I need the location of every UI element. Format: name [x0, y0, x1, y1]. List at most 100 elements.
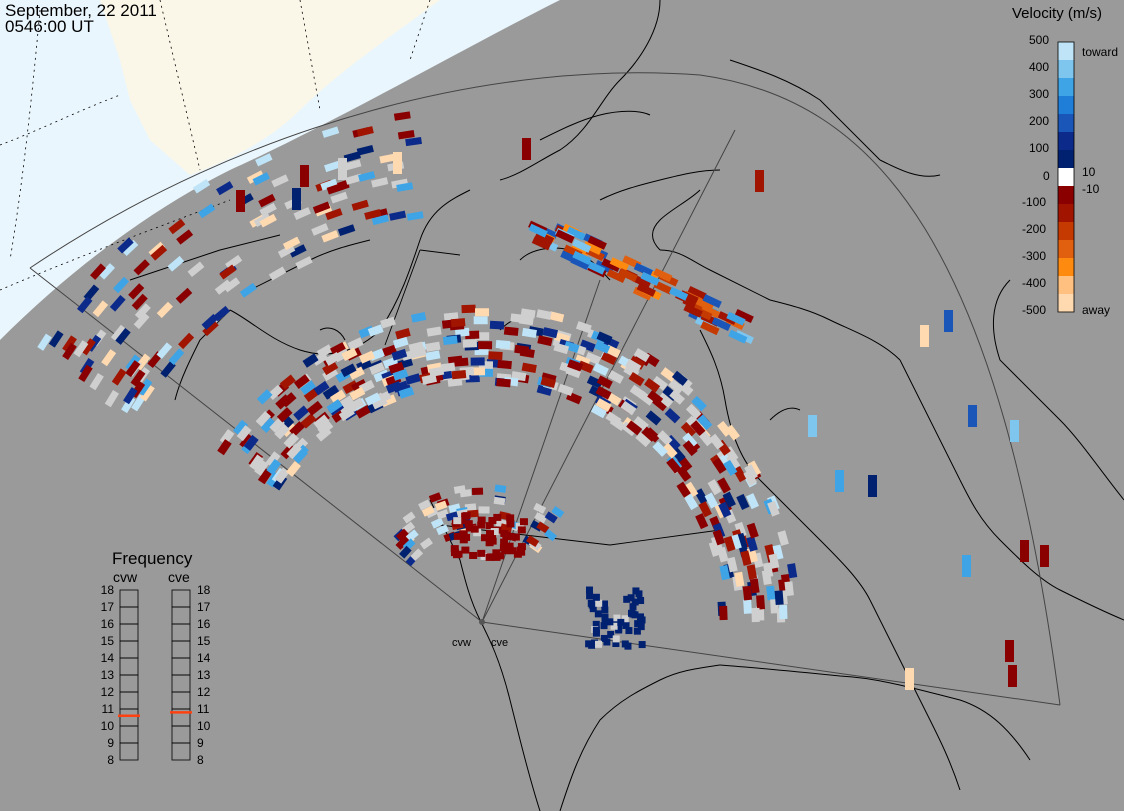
- scatter-cell: [123, 387, 138, 405]
- scatter-cell: [633, 262, 654, 277]
- time-label: 0546:00 UT: [5, 17, 94, 36]
- frequency-cell: [171, 742, 191, 761]
- colorbar-tick-label: -500: [1022, 303, 1047, 317]
- scatter-cell: [621, 640, 629, 648]
- scatter-cell: [1040, 545, 1049, 567]
- scatter-cell: [704, 492, 719, 509]
- scatter-cell: [493, 496, 506, 506]
- scatter-cell: [117, 237, 134, 254]
- scatter-cell: [601, 613, 609, 621]
- scatter-cell: [734, 521, 747, 538]
- scatter-cell: [631, 274, 652, 289]
- radar-site-cvw: [479, 619, 485, 625]
- scatter-cell: [808, 415, 817, 437]
- frequency-scale-label: 17: [197, 600, 211, 614]
- scatter-cell: [214, 279, 232, 295]
- scatter-cell: [544, 529, 558, 542]
- scatter-cell: [219, 264, 237, 280]
- scatter-cell: [695, 513, 709, 530]
- scatter-cell: [497, 359, 512, 370]
- scatter-cell: [359, 350, 376, 364]
- scatter-cell: [397, 130, 415, 140]
- colorbar-segment: [1058, 60, 1074, 79]
- scatter-cell: [156, 342, 173, 360]
- scatter-cell: [592, 593, 600, 601]
- scatter-cell: [559, 361, 576, 374]
- scatter-cell: [457, 517, 466, 525]
- scatter-cell: [371, 214, 390, 226]
- scatter-cell: [505, 545, 514, 553]
- scatter-cell: [295, 256, 313, 270]
- scatter-cell: [236, 190, 245, 212]
- scatter-cell: [252, 172, 270, 186]
- scatter-cell: [516, 546, 525, 554]
- frequency-cell: [119, 657, 139, 676]
- colorbar-segment: [1058, 114, 1074, 133]
- scatter-cell: [410, 311, 427, 323]
- scatter-cell: [459, 532, 468, 540]
- scatter-cell: [835, 470, 844, 492]
- scatter-cell: [596, 375, 613, 389]
- scatter-cell: [470, 525, 479, 533]
- scatter-cell: [683, 303, 703, 318]
- scatter-cell: [78, 364, 93, 383]
- scatter-cell: [380, 316, 396, 329]
- scatter-cell: [254, 459, 269, 476]
- scatter-cell: [606, 618, 614, 626]
- scatter-cell: [1020, 540, 1029, 562]
- scatter-cell: [257, 468, 273, 485]
- scatter-cell: [320, 178, 338, 191]
- scatter-cell: [542, 327, 558, 339]
- scatter-cell: [575, 321, 592, 334]
- scatter-cell: [627, 594, 635, 602]
- scatter-cell: [364, 208, 382, 220]
- scatter-cell: [133, 259, 150, 276]
- scatter-cell: [358, 171, 376, 182]
- scatter-cell: [612, 635, 620, 643]
- scatter-cell: [392, 336, 409, 349]
- scatter-cell: [537, 335, 553, 347]
- scatter-cell: [201, 313, 219, 330]
- scatter-cell: [536, 309, 552, 320]
- scatter-cell: [628, 372, 645, 387]
- scatter-cell: [742, 585, 753, 601]
- scatter-cell: [621, 615, 629, 623]
- scatter-cell: [450, 318, 466, 328]
- frequency-cell: [171, 674, 191, 693]
- scatter-cell: [920, 325, 929, 347]
- scatter-cell: [590, 404, 607, 419]
- scatter-cell: [453, 532, 462, 540]
- scatter-cell: [691, 395, 707, 412]
- scatter-cell: [356, 126, 374, 137]
- scatter-cell: [657, 392, 674, 408]
- scatter-cell: [698, 430, 714, 447]
- scatter-cell: [968, 405, 977, 427]
- scatter-cell: [734, 571, 745, 587]
- scatter-cell: [676, 481, 691, 498]
- scatter-cell: [450, 545, 459, 553]
- scatter-cell: [292, 188, 301, 210]
- scatter-cell: [343, 151, 361, 163]
- scatter-cell: [633, 348, 650, 363]
- scatter-cell: [109, 294, 126, 312]
- scatter-cell: [233, 419, 249, 436]
- scatter-cell: [586, 592, 594, 600]
- scatter-cell: [168, 348, 185, 366]
- colorbar-tick-label: -400: [1022, 276, 1047, 290]
- scatter-cell: [266, 458, 282, 475]
- scatter-cell: [406, 211, 424, 221]
- scatter-cell: [490, 528, 499, 536]
- scatter-cell: [418, 499, 432, 511]
- scatter-cell: [341, 347, 358, 361]
- scatter-cell: [723, 535, 736, 552]
- colorbar-tick-label: -100: [1022, 195, 1047, 209]
- scatter-cell: [316, 344, 333, 359]
- frequency-scale-label: 8: [107, 753, 114, 767]
- scatter-cell: [746, 536, 758, 552]
- scatter-cell: [462, 339, 478, 348]
- scatter-cell: [99, 263, 116, 280]
- scatter-cell: [322, 385, 339, 400]
- scatter-cell: [726, 556, 738, 573]
- scatter-cell: [436, 509, 450, 520]
- frequency-scale-label: 18: [197, 583, 211, 597]
